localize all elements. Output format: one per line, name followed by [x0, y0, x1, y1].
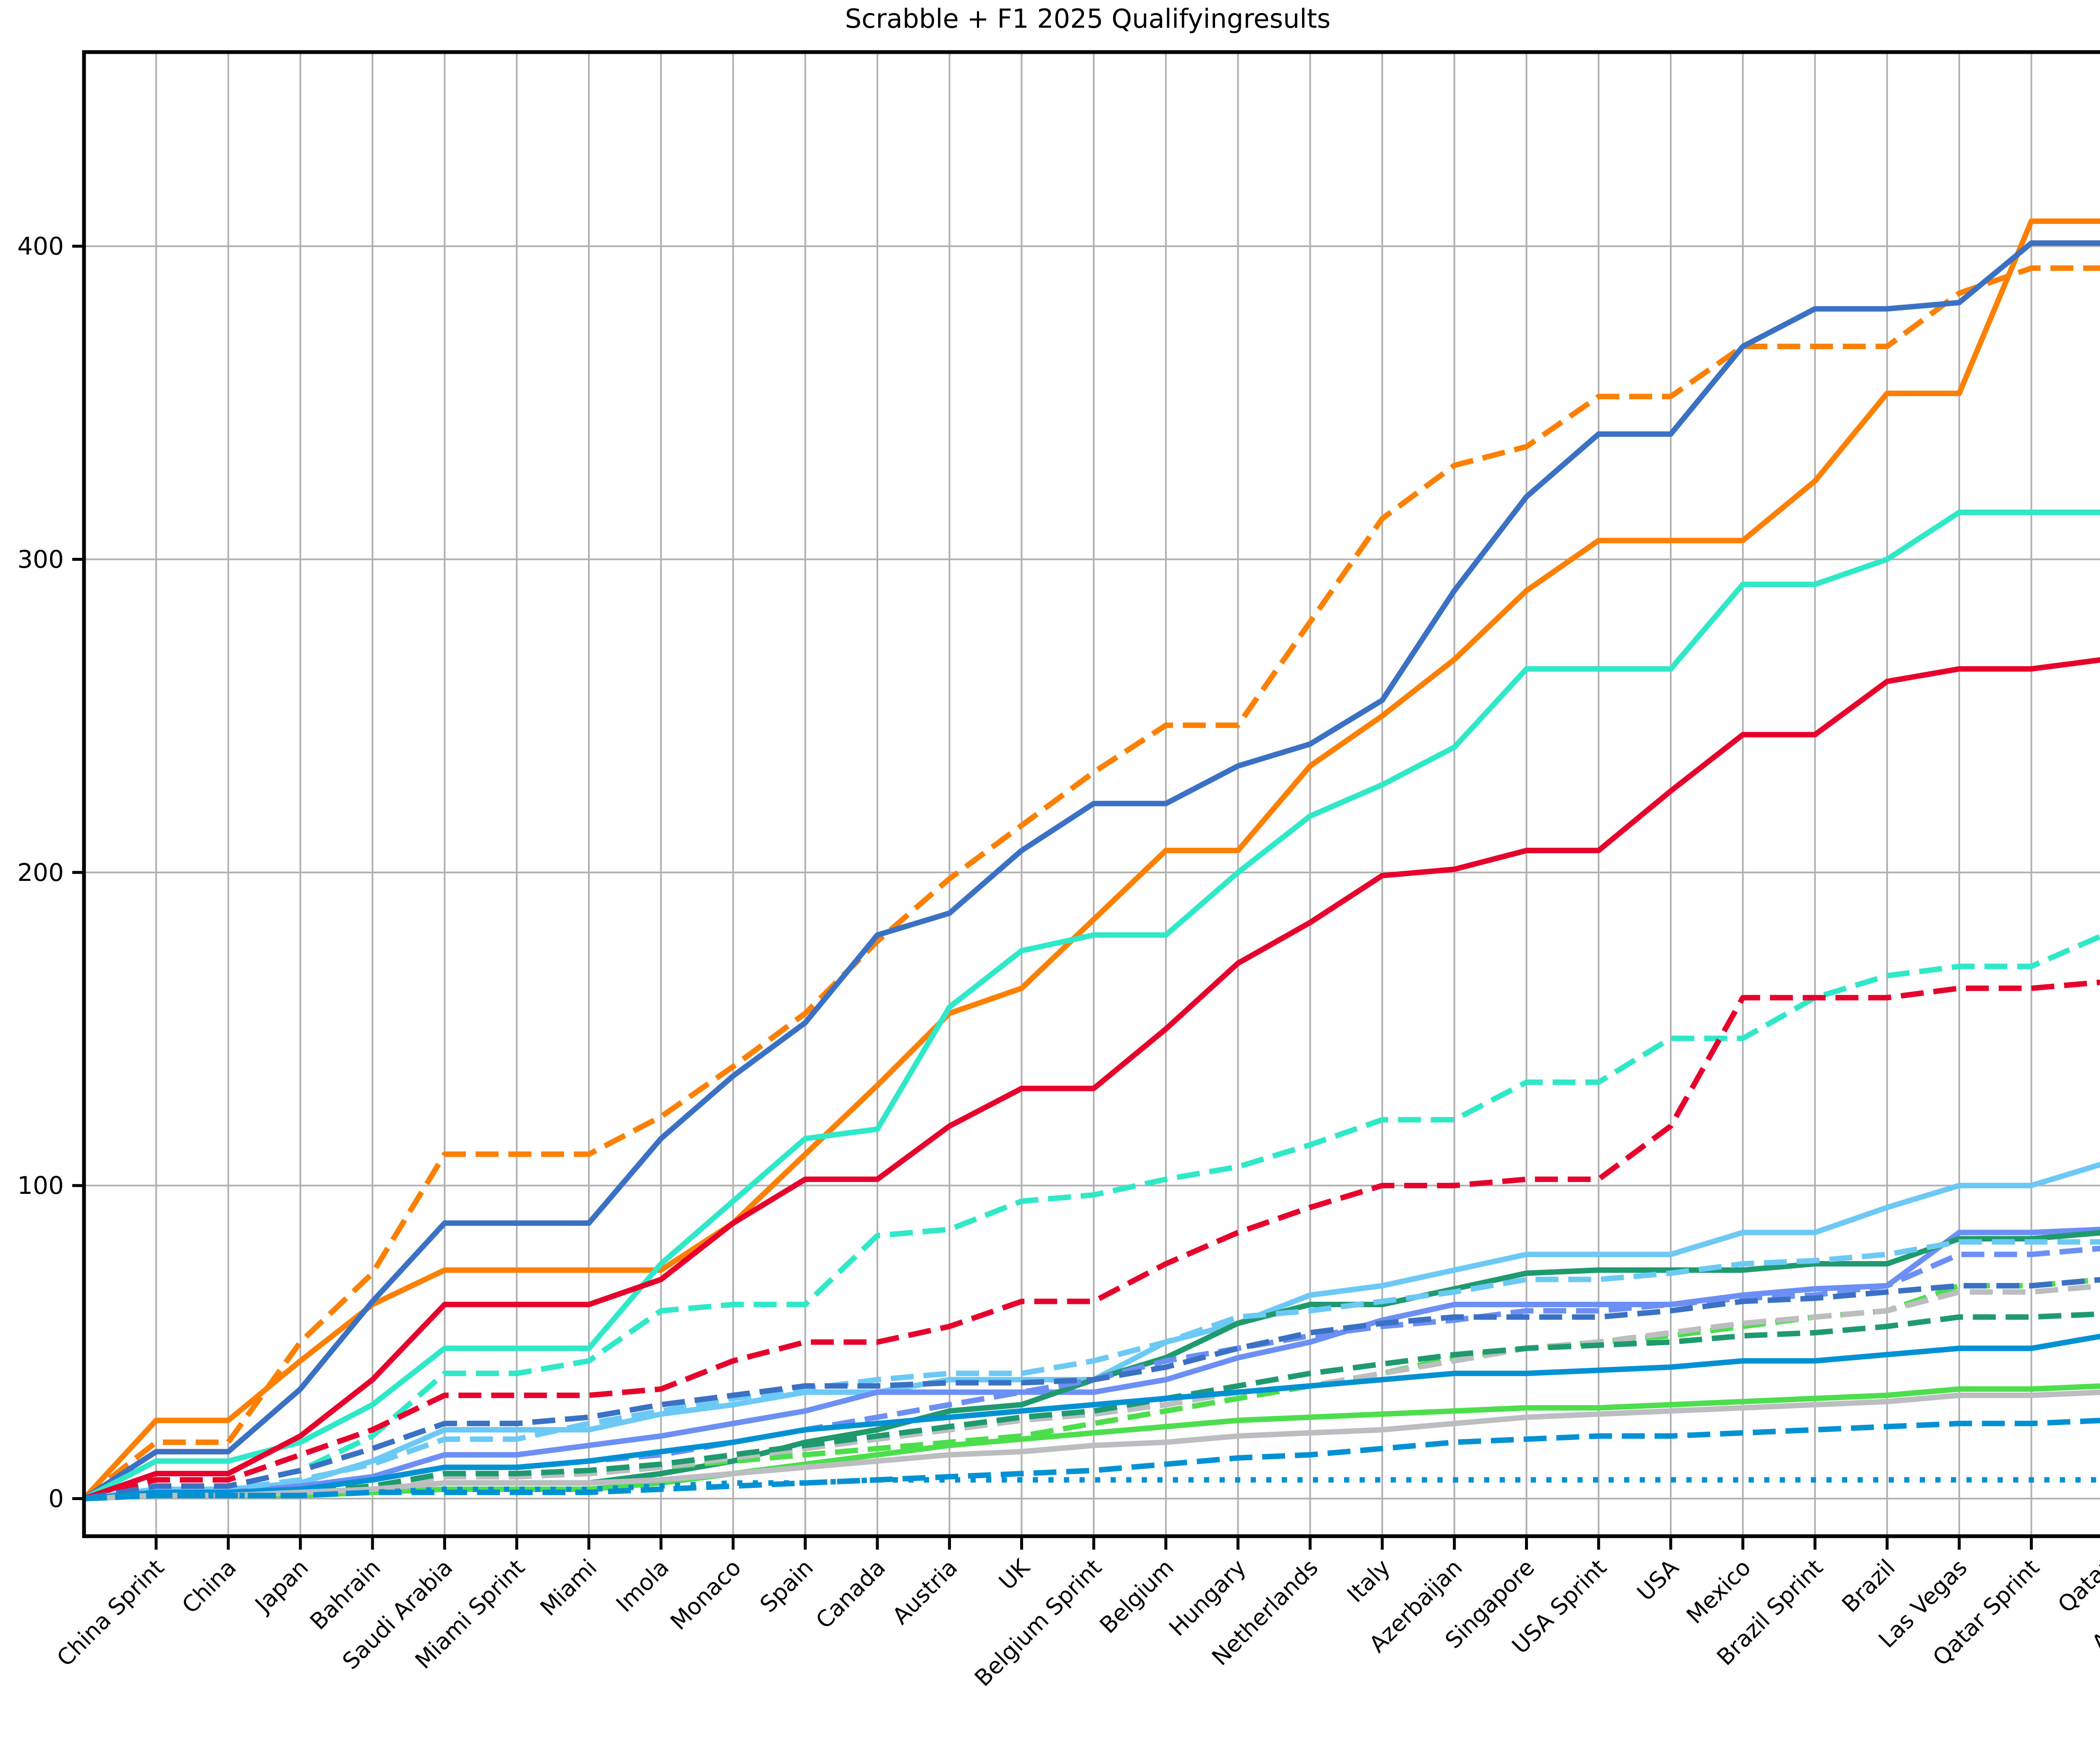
page-title: Scrabble + F1 2025 Qualifyingresults	[845, 3, 1331, 34]
axis-frame	[82, 50, 2100, 1538]
series-line-18	[84, 1389, 2100, 1502]
x-tick-label: China Sprint	[52, 1554, 169, 1672]
x-tick-label: Belgium Sprint	[969, 1554, 1107, 1692]
series-line-20	[84, 1477, 2100, 1502]
y-tick-label: 0	[48, 1485, 64, 1513]
series-line-16	[84, 1333, 2100, 1502]
series-line-14	[84, 1283, 2100, 1502]
gridlines	[84, 52, 2100, 1536]
series-line-5	[83, 933, 2100, 1501]
series-line-19	[84, 1418, 2100, 1502]
x-tick-label: Imola	[611, 1554, 674, 1617]
x-tick-label: Canada	[811, 1554, 890, 1634]
series-line-13	[83, 1277, 2100, 1501]
x-tick-label: USA	[1632, 1554, 1684, 1606]
x-tick-label: Spain	[755, 1554, 818, 1618]
x-tick-label: Belgium	[1095, 1554, 1179, 1639]
x-tick-label: Mexico	[1681, 1554, 1756, 1629]
y-tick-label: 400	[17, 232, 64, 260]
x-tick-label: Japan	[249, 1554, 313, 1619]
series-line-0	[82, 218, 2100, 1500]
y-axis: 0 100 200 300 400	[17, 232, 84, 1513]
y-tick-label: 300	[17, 545, 64, 573]
series-line-3	[82, 510, 2100, 1501]
series-group	[82, 218, 2100, 1502]
x-tick-label: China	[177, 1554, 242, 1619]
plot-border	[82, 50, 2100, 1538]
y-tick-label: 100	[17, 1171, 64, 1200]
x-tick-label: Miami	[535, 1554, 602, 1621]
x-tick-label: UK	[994, 1554, 1035, 1595]
series-line-4	[83, 657, 2100, 1501]
series-line-15	[84, 1311, 2100, 1502]
x-tick-label: Austria	[887, 1554, 962, 1629]
series-line-1	[82, 265, 2100, 1501]
x-tick-label: Brazil	[1837, 1554, 1900, 1618]
x-tick-label: Italy	[1342, 1554, 1395, 1608]
series-line-6	[83, 979, 2100, 1501]
x-tick-label: Monaco	[665, 1554, 746, 1635]
series-line-11	[84, 1239, 2100, 1502]
series-line-2	[82, 240, 2100, 1501]
series-line-7	[84, 1162, 2100, 1502]
series-line-8	[84, 1227, 2100, 1502]
y-tick-label: 200	[17, 858, 64, 887]
x-tick-label: Qatar	[2053, 1554, 2100, 1618]
